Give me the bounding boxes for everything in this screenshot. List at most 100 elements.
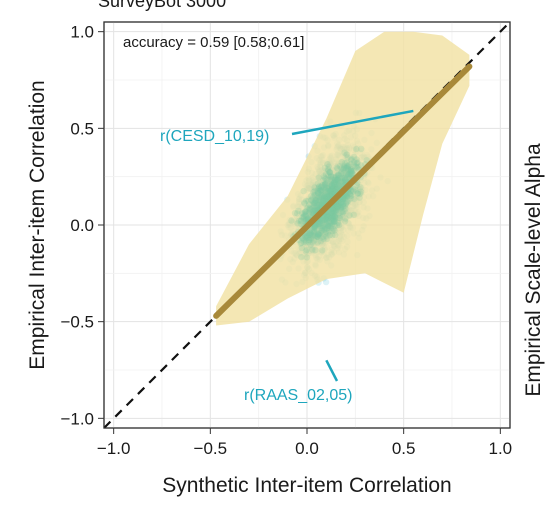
overlap-point — [317, 219, 325, 226]
overlap-point — [329, 210, 336, 218]
data-point — [322, 278, 330, 286]
overlap-point — [320, 226, 328, 233]
overlap-point — [312, 197, 319, 204]
regression-line — [213, 63, 473, 319]
overlap-point — [328, 182, 336, 189]
overlap-point — [326, 169, 334, 176]
overlap-point — [300, 213, 307, 221]
overlap-point — [324, 176, 331, 184]
overlap-point — [343, 199, 350, 207]
overlap-point — [349, 167, 356, 175]
overlap-point — [323, 233, 330, 240]
overlap-point — [321, 174, 328, 181]
overlap-point — [323, 211, 330, 218]
overlap-point — [335, 172, 342, 179]
overlap-point — [329, 185, 336, 193]
overlap-point — [331, 179, 338, 186]
overlap-point — [317, 222, 324, 229]
overlap-point — [329, 183, 336, 190]
overlap-point — [323, 212, 331, 219]
overlap-point — [307, 192, 315, 200]
overlap-point — [309, 204, 317, 212]
overlap-point — [318, 216, 325, 224]
overlap-point — [315, 220, 322, 228]
overlap-point — [315, 222, 322, 230]
overlap-point — [304, 233, 311, 241]
overlap-point — [302, 216, 309, 224]
overlap-point — [325, 222, 332, 229]
overlap-point — [321, 187, 329, 194]
overlap-point — [337, 178, 344, 186]
overlap-point — [331, 213, 338, 220]
overlap-point — [320, 191, 327, 199]
overlap-point — [323, 212, 331, 219]
overlap-point — [324, 229, 331, 237]
overlap-point — [354, 190, 362, 197]
overlap-point — [315, 229, 322, 237]
overlap-point — [322, 219, 330, 227]
overlap-point — [333, 202, 340, 209]
overlap-point — [337, 204, 344, 211]
overlap-point — [347, 192, 355, 199]
overlap-point — [342, 164, 350, 171]
overlap-point — [300, 213, 308, 220]
overlap-point — [318, 225, 326, 232]
overlap-point — [327, 187, 334, 194]
overlap-point — [313, 195, 320, 203]
overlap-point — [325, 214, 332, 221]
overlap-point — [314, 193, 321, 200]
overlap-point — [294, 220, 301, 227]
overlap-point — [310, 228, 318, 235]
overlap-point — [345, 171, 352, 178]
x-tick-label: −0.5 — [194, 439, 228, 458]
overlap-point — [326, 192, 334, 199]
overlap-point — [332, 183, 340, 191]
overlap-point — [329, 190, 336, 197]
overlap-point — [348, 187, 355, 195]
overlap-point — [325, 209, 332, 216]
overlap-point — [350, 162, 358, 169]
overlap-point — [324, 184, 331, 192]
overlap-point — [313, 233, 320, 240]
overlap-point — [332, 204, 340, 211]
overlap-point — [297, 220, 305, 227]
overlap-point — [311, 200, 318, 207]
overlap-point — [328, 220, 336, 227]
overlap-point — [337, 205, 344, 212]
overlap-point — [326, 192, 333, 199]
overlap-point — [320, 173, 327, 180]
overlap-point — [331, 227, 338, 234]
overlap-point — [314, 199, 321, 207]
overlap-point — [341, 174, 348, 181]
overlap-point — [315, 184, 323, 191]
overlap-point — [338, 178, 345, 185]
overlap-point — [305, 231, 313, 238]
overlap-point — [326, 193, 334, 200]
overlap-point — [328, 224, 335, 231]
overlap-point — [339, 196, 347, 203]
overlap-point — [309, 239, 316, 246]
overlap-point — [334, 204, 342, 211]
overlap-point — [343, 193, 350, 200]
overlap-point — [319, 187, 326, 194]
overlap-point — [319, 193, 326, 200]
overlap-point — [323, 184, 330, 192]
overlap-point — [303, 254, 311, 261]
overlap-point — [330, 207, 337, 214]
overlap-point — [331, 218, 339, 225]
overlap-point — [305, 209, 312, 216]
overlap-point — [323, 213, 330, 220]
overlap-point — [325, 222, 332, 229]
overlap-point — [329, 205, 337, 212]
overlap-point — [311, 237, 318, 244]
overlap-point — [324, 215, 331, 222]
overlap-point — [316, 202, 323, 209]
overlap-point — [334, 184, 341, 191]
overlap-point — [323, 215, 330, 223]
overlap-point — [312, 231, 319, 238]
overlap-point — [325, 218, 333, 225]
overlap-point — [353, 163, 360, 170]
overlap-point — [332, 186, 339, 193]
overlap-point — [341, 165, 348, 172]
overlap-point — [327, 189, 334, 197]
